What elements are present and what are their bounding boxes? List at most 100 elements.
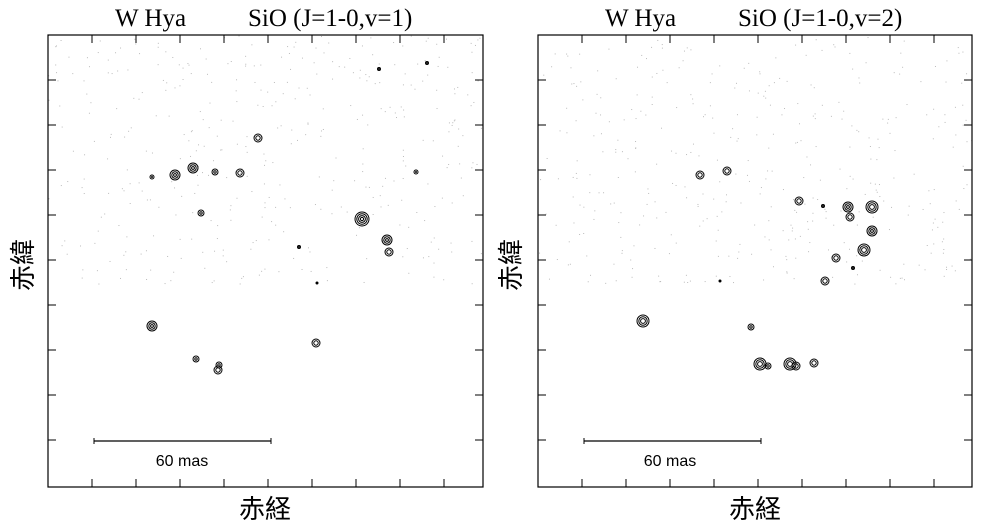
noise: [878, 147, 880, 149]
noise: [403, 109, 405, 111]
noise: [812, 115, 814, 117]
noise: [712, 117, 714, 119]
noise: [843, 110, 845, 112]
maser-spot: [425, 61, 429, 65]
maser-spot: [791, 361, 801, 371]
noise: [178, 64, 180, 66]
noise: [576, 85, 578, 87]
noise: [934, 218, 936, 220]
noise: [332, 78, 334, 80]
noise: [639, 224, 641, 226]
maser-spot: [809, 358, 819, 368]
maser-spot: [722, 166, 732, 176]
noise: [969, 258, 971, 260]
maser-spot: [426, 62, 428, 64]
noise: [180, 257, 182, 259]
noise: [194, 192, 196, 194]
noise: [166, 82, 168, 84]
noise: [278, 271, 280, 273]
noise: [846, 261, 848, 263]
maser-spot: [870, 229, 874, 233]
maser-spot: [359, 216, 365, 222]
noise: [764, 90, 766, 92]
noise: [436, 89, 438, 91]
noise: [689, 280, 691, 282]
noise: [135, 43, 137, 45]
maser-spot: [793, 363, 799, 369]
noise: [477, 39, 479, 41]
noise: [796, 141, 798, 143]
noise: [737, 257, 739, 259]
noise: [849, 248, 851, 250]
noise: [593, 218, 595, 220]
noise: [268, 239, 270, 241]
noise: [179, 238, 181, 240]
noise: [230, 61, 232, 63]
noise: [290, 68, 292, 70]
noise: [719, 65, 721, 67]
maser-spot: [820, 276, 830, 286]
noise: [593, 135, 595, 137]
maser-spot: [255, 135, 261, 141]
noise: [840, 210, 842, 212]
noise: [690, 49, 692, 51]
noise: [728, 255, 730, 257]
noise: [735, 173, 737, 175]
noise: [362, 171, 364, 173]
noise: [372, 214, 374, 216]
noise: [275, 206, 277, 208]
noise: [283, 231, 285, 233]
noise: [379, 195, 381, 197]
noise: [615, 280, 617, 282]
noise: [432, 140, 434, 142]
noise: [171, 181, 173, 183]
noise: [675, 242, 677, 244]
noise: [59, 105, 61, 107]
noise: [573, 222, 575, 224]
noise: [803, 177, 805, 179]
noise: [647, 188, 649, 190]
noise: [772, 133, 774, 135]
noise: [795, 257, 797, 259]
noise: [576, 160, 578, 162]
noise: [424, 220, 426, 222]
noise: [127, 69, 129, 71]
noise: [791, 230, 793, 232]
noise: [926, 114, 928, 116]
noise: [164, 283, 166, 285]
noise: [798, 123, 800, 125]
noise: [957, 47, 959, 49]
noise: [954, 270, 956, 272]
noise: [367, 124, 369, 126]
noise: [213, 280, 215, 282]
noise: [814, 118, 816, 120]
noise: [255, 240, 257, 242]
noise: [158, 206, 160, 208]
maser-spot: [757, 361, 763, 367]
noise: [548, 278, 550, 280]
noise: [107, 72, 109, 74]
noise: [286, 81, 288, 83]
noise: [962, 165, 964, 167]
noise: [97, 52, 99, 54]
noise: [434, 206, 436, 208]
noise: [104, 213, 106, 215]
noise: [856, 274, 858, 276]
noise: [602, 151, 604, 153]
noise: [125, 251, 127, 253]
noise: [769, 104, 771, 106]
noise: [827, 249, 829, 251]
noise: [704, 114, 706, 116]
noise: [888, 229, 890, 231]
frame: [47, 34, 484, 488]
maser-spot: [865, 200, 879, 214]
noise: [782, 230, 784, 232]
panel: W Hya SiO (J=1-0,v=2) 赤緯 赤経 60 mas: [497, 5, 973, 525]
noise: [661, 44, 663, 46]
noise: [725, 173, 727, 175]
noise: [572, 196, 574, 198]
noise: [946, 60, 948, 62]
noise: [217, 225, 219, 227]
noise: [226, 261, 228, 263]
noise: [213, 160, 215, 162]
